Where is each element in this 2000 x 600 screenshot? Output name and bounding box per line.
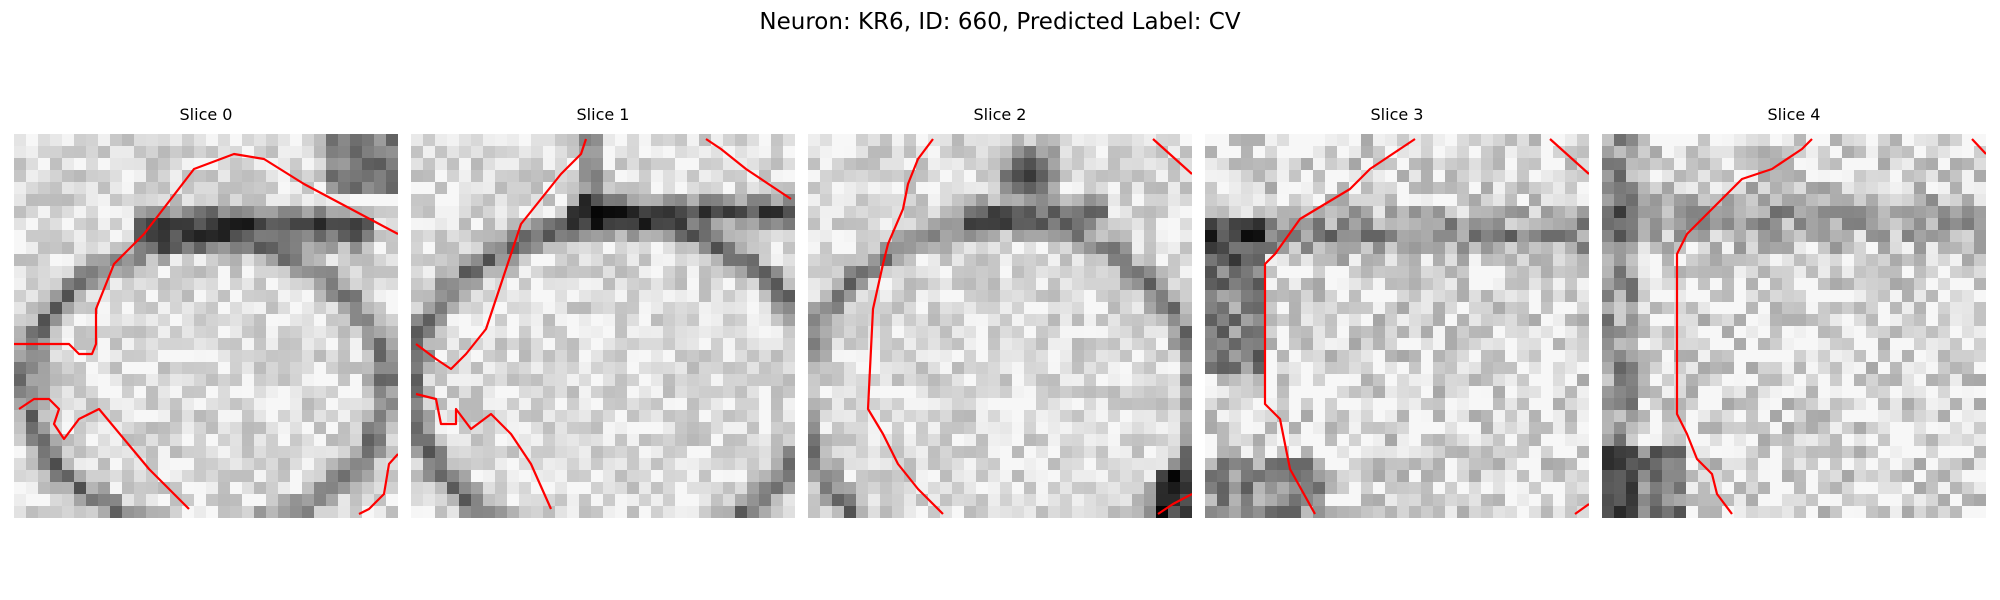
slice-title: Slice 4 [1602,105,1986,125]
slice-title: Slice 0 [14,105,398,125]
slice-title: Slice 1 [411,105,795,125]
slice-title: Slice 2 [808,105,1192,125]
slice-image [1602,134,1986,518]
slice-image [1205,134,1589,518]
slice-image [411,134,795,518]
slice-image [14,134,398,518]
figure-title: Neuron: KR6, ID: 660, Predicted Label: C… [0,6,2000,38]
slice-image [808,134,1192,518]
slice-title: Slice 3 [1205,105,1589,125]
